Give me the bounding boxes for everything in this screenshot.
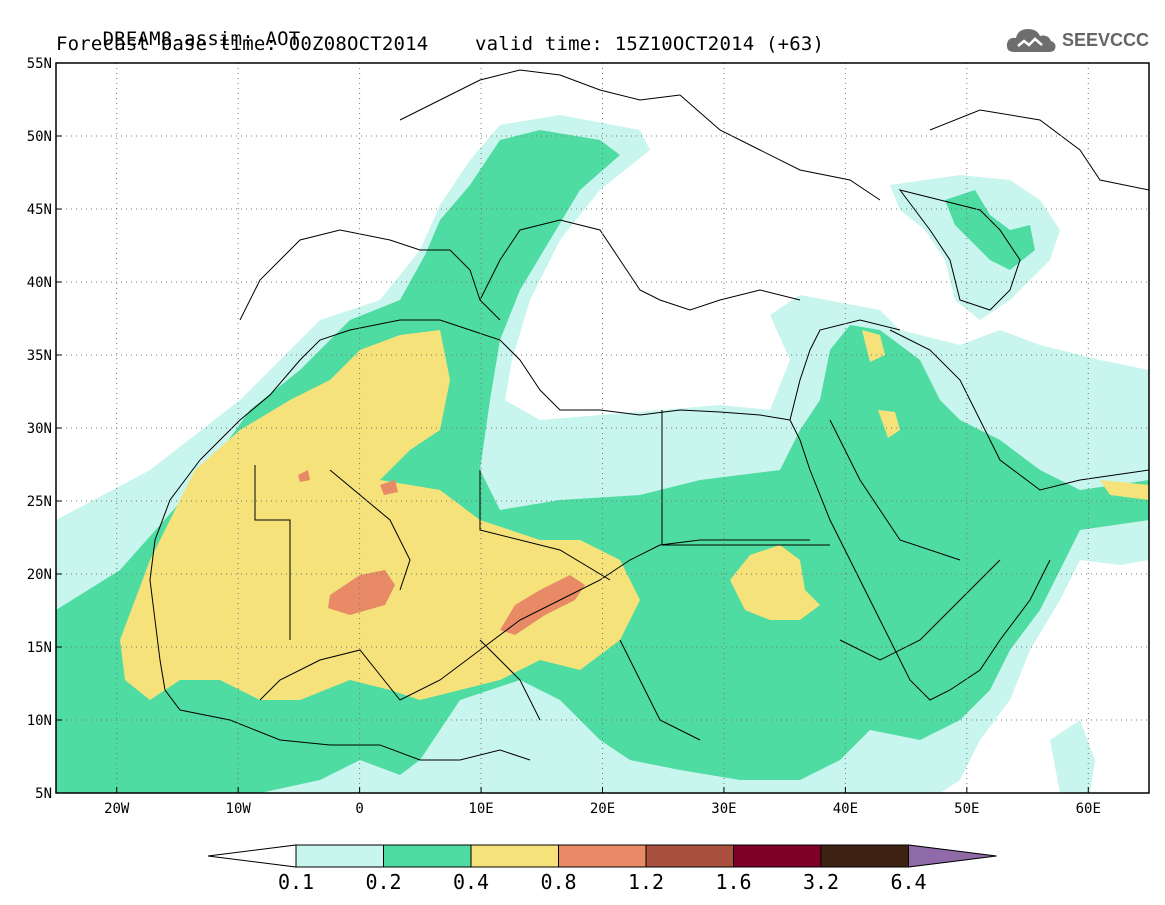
colorbar-box: [820, 844, 909, 868]
valid-time-label: valid time:: [475, 33, 604, 55]
time-line: Forecast base time: 00Z08OCT2014 valid t…: [56, 33, 824, 55]
aot-contour-0.1-caspian: [890, 175, 1060, 320]
aot-contour-0.8-chad: [500, 575, 585, 635]
colorbar-tick-label: 3.2: [803, 870, 839, 894]
lat-label: 50N: [27, 129, 52, 145]
colorbar: 0.1 0.2 0.4 0.8 1.2 1.6 3.2 6.4: [207, 844, 997, 894]
base-time-label: Forecast base time:: [56, 33, 278, 55]
aot-contour-0.2-caspian: [945, 190, 1035, 270]
colorbar-box: [383, 844, 472, 868]
lat-label: 55N: [27, 56, 52, 72]
latitude-labels: 5N 10N 15N 20N 25N 30N 35N 40N 45N 50N 55N: [27, 56, 62, 802]
colorbar-tick-label: 0.2: [365, 870, 401, 894]
colorbar-tick-label: 0.1: [278, 870, 314, 894]
colorbar-tick-label: 0.4: [453, 870, 489, 894]
colorbar-box: [645, 844, 734, 868]
lat-label: 35N: [27, 348, 52, 364]
base-time-value: 00Z08OCT2014: [288, 33, 429, 55]
aot-contour-0.4-gulf: [1100, 480, 1149, 500]
colorbar-box: [470, 844, 559, 868]
colorbar-lower-arrow: [207, 844, 297, 868]
colorbar-tick-label: 1.6: [715, 870, 751, 894]
seevccc-logo: SEEVCCC: [1004, 24, 1149, 56]
colorbar-tick-label: 6.4: [890, 870, 926, 894]
lon-label: 30E: [711, 801, 736, 817]
lon-label: 20W: [104, 801, 130, 817]
lon-label: 0: [355, 801, 363, 817]
aot-contour-0.8-algeria: [380, 480, 398, 495]
lat-label: 30N: [27, 421, 52, 437]
lon-label: 40E: [833, 801, 858, 817]
longitude-labels: 20W 10W 0 10E 20E 30E 40E 50E 60E: [104, 787, 1101, 817]
lat-label: 10N: [27, 713, 52, 729]
aot-contour-0.4-iraq: [862, 330, 885, 362]
cloud-logo-icon: [1006, 29, 1056, 52]
lat-label: 15N: [27, 640, 52, 656]
aot-contour-0.4-arabia: [878, 410, 900, 438]
lon-label: 50E: [954, 801, 979, 817]
logo-text: SEEVCCC: [1061, 29, 1149, 50]
colorbar-box: [295, 844, 384, 868]
colorbar-tick-label: 1.2: [628, 870, 664, 894]
colorbar-box: [558, 844, 647, 868]
lon-label: 10E: [468, 801, 493, 817]
aot-contour-0.4-sudan: [730, 545, 820, 620]
lat-label: 40N: [27, 275, 52, 291]
gridlines: [56, 63, 1149, 793]
colorbar-box: [733, 844, 822, 868]
lon-label: 60E: [1076, 801, 1101, 817]
coastlines: [149, 69, 1149, 761]
aot-contour-0.4: [120, 330, 640, 700]
model-title: DREAM8-assim: AOT: [56, 6, 301, 72]
lon-label: 20E: [590, 801, 615, 817]
lat-label: 5N: [35, 786, 52, 802]
lat-label: 25N: [27, 494, 52, 510]
lon-label: 10W: [226, 801, 252, 817]
colorbar-tick-label: 0.8: [540, 870, 576, 894]
aot-contour-0.8-niger: [328, 570, 395, 615]
lat-label: 20N: [27, 567, 52, 583]
lat-label: 45N: [27, 202, 52, 218]
model-title-text: DREAM8-assim: AOT: [102, 28, 301, 50]
aot-contour-0.8-algeria2: [298, 470, 310, 482]
colorbar-upper-arrow: [908, 844, 997, 868]
aot-contour-0.1-sw: [1050, 720, 1095, 793]
valid-time-value: 15Z10OCT2014 (+63): [614, 33, 825, 55]
